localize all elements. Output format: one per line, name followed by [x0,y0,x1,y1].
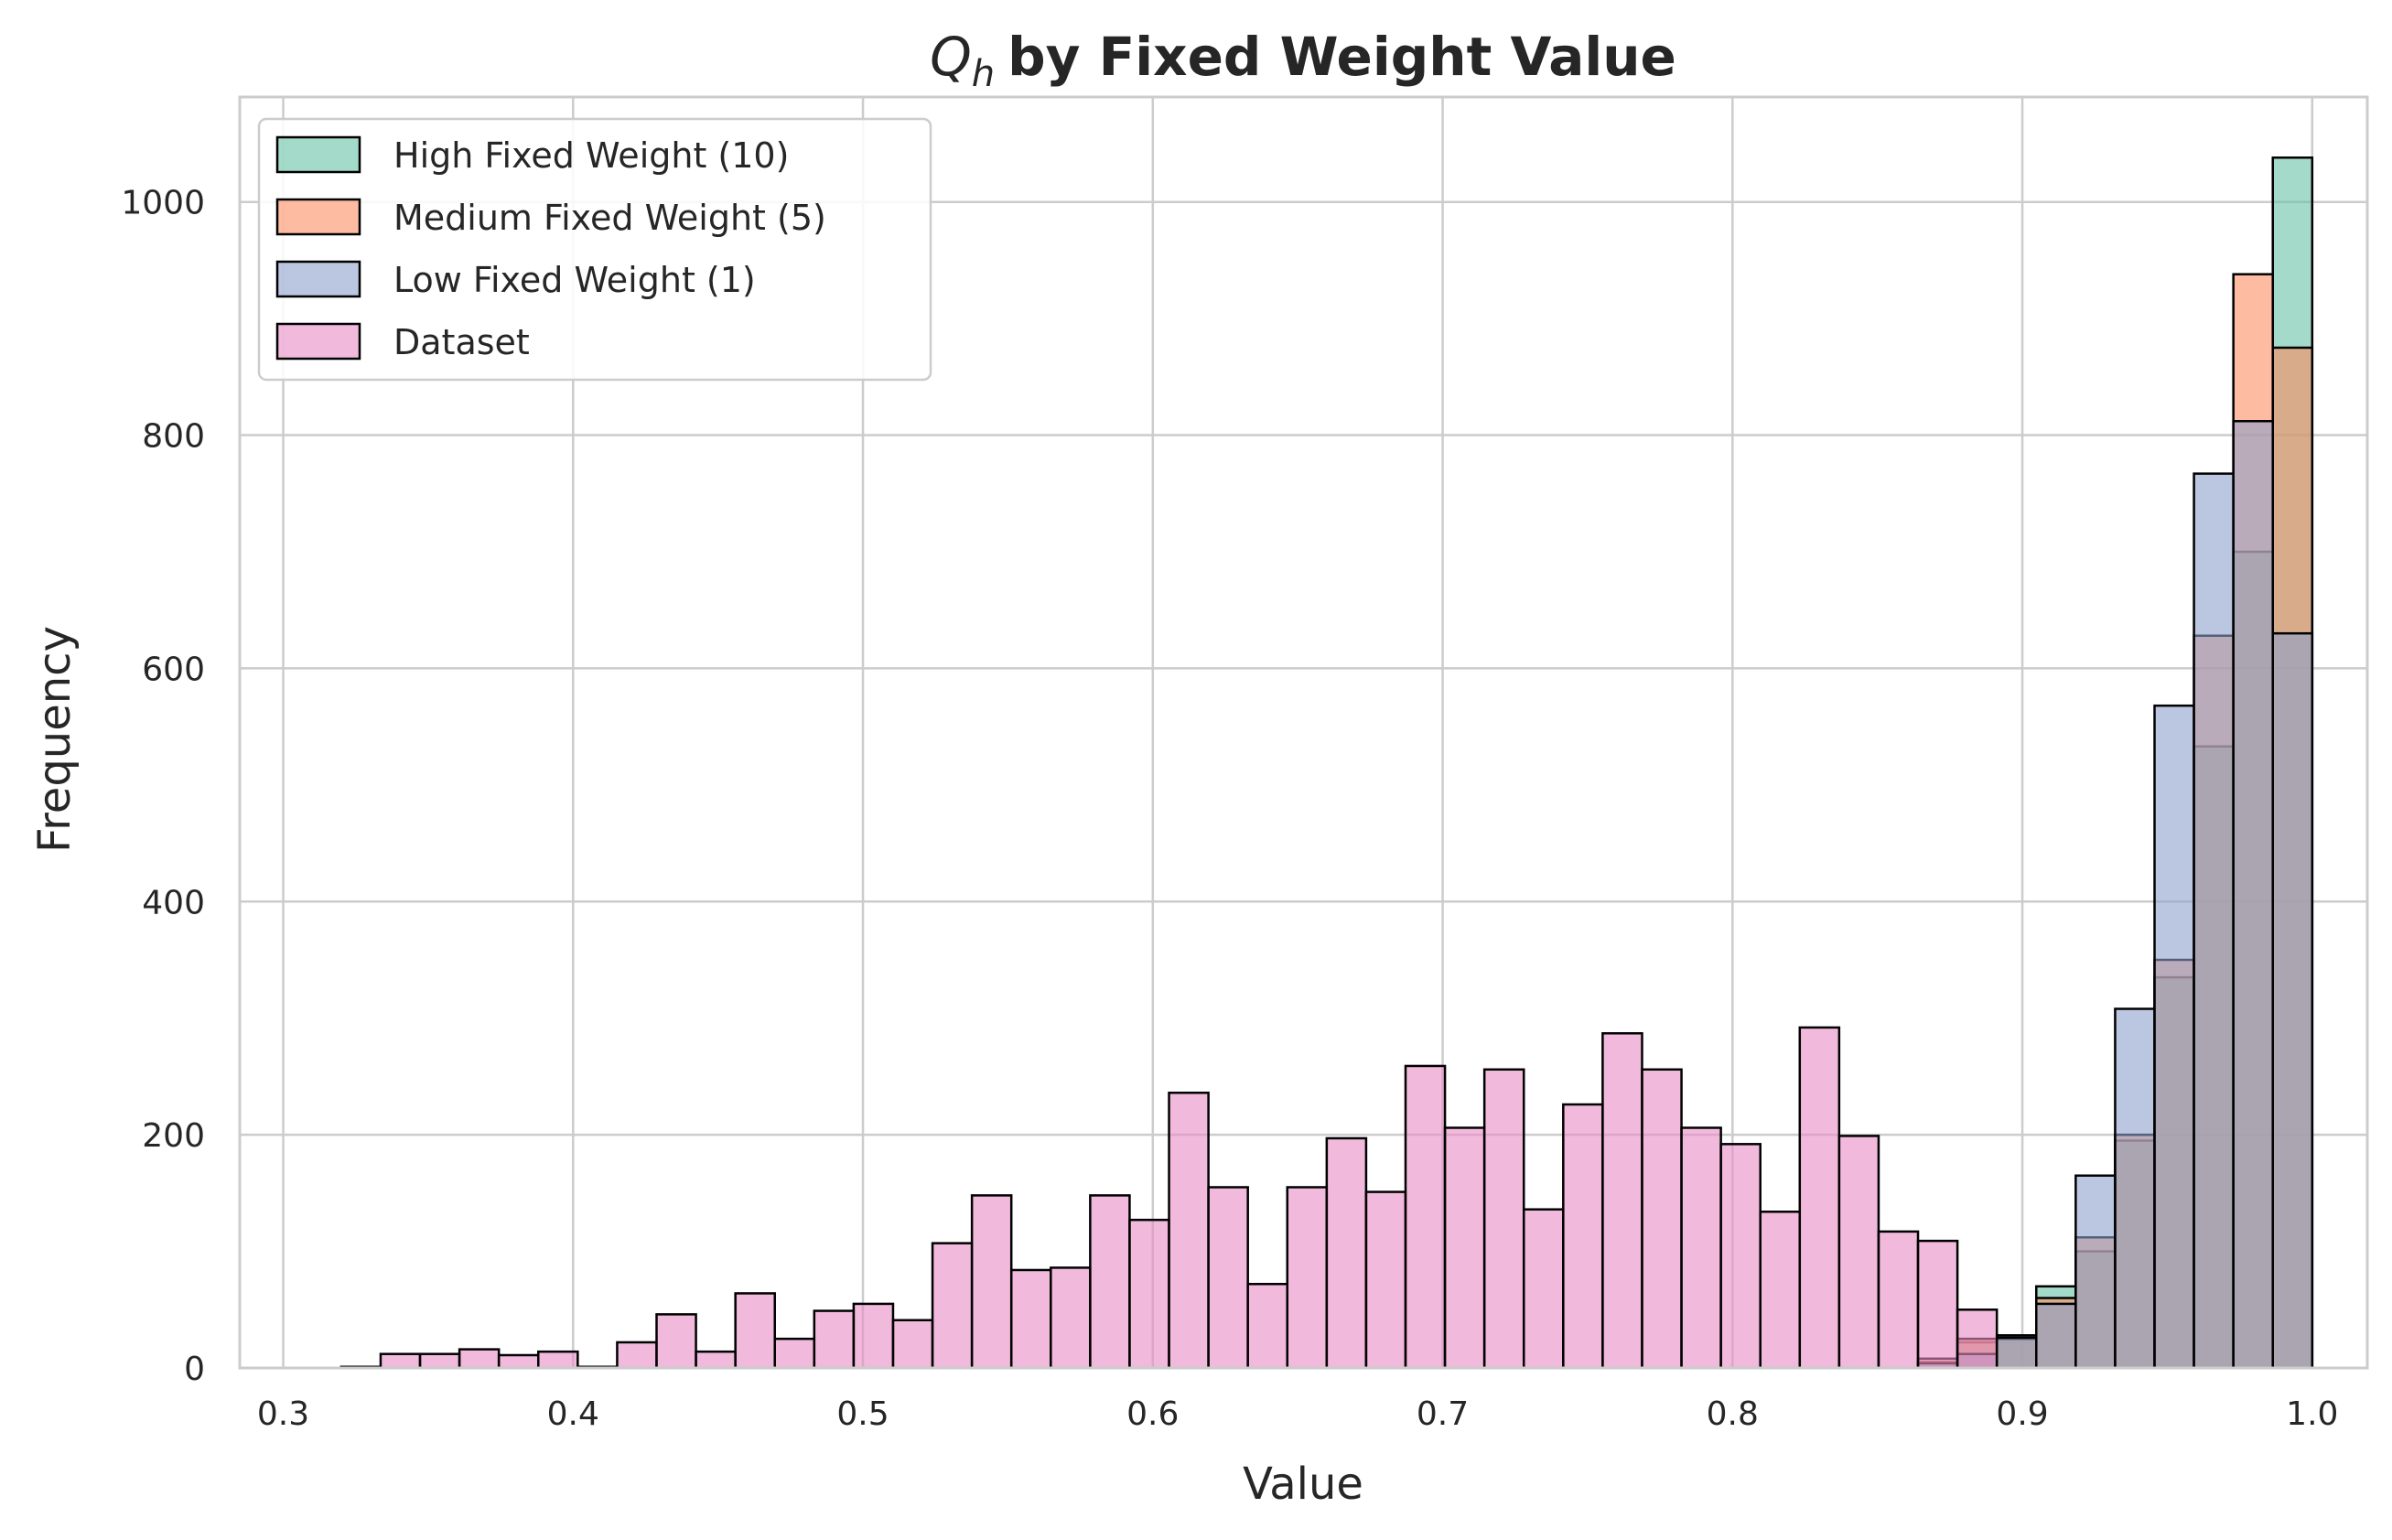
histogram-bars [339,156,2314,1370]
legend-frame [257,117,932,382]
histogram-bar [1837,1135,1880,1370]
x-tick-label: 0.4 [547,1395,599,1433]
histogram-bar [1050,1266,1092,1370]
histogram-bar [1089,1194,1131,1370]
y-tick-label: 800 [142,418,205,456]
histogram-bar [655,1313,697,1370]
histogram-bar [1207,1186,1249,1370]
plot-frame [238,95,2369,1370]
histogram-bar [2193,472,2235,1370]
histogram-bar [1641,1068,1683,1370]
histogram-bar [2153,704,2195,1370]
x-tick-label: 1.0 [2286,1395,2338,1433]
histogram-bar [1364,1190,1407,1370]
histogram-bar [1168,1092,1210,1370]
y-tick-label: 1000 [121,185,205,222]
x-tick-label: 0.5 [836,1395,889,1433]
histogram-bar [1995,1336,2038,1370]
histogram-bar [970,1194,1013,1370]
x-tick-label: 0.8 [1707,1395,1759,1433]
legend-label: Dataset [393,322,530,362]
legend-swatch [275,135,361,174]
y-axis-label: Frequency [29,626,81,853]
histogram-bar [1443,1126,1486,1370]
histogram-bar [734,1292,776,1370]
histogram-bar [852,1302,895,1370]
histogram-bar [2035,1302,2077,1370]
histogram-bar [379,1352,422,1370]
series-3-bars [339,1026,1999,1370]
legend-label: High Fixed Weight (10) [393,135,789,176]
legend: High Fixed Weight (10) Medium Fixed Weigh… [257,117,932,382]
legend-swatch [275,322,361,361]
histogram-bar [1009,1268,1052,1370]
legend-label: Low Fixed Weight (1) [393,260,756,300]
histogram-bar [1404,1064,1447,1370]
y-tick-label: 200 [142,1117,205,1155]
histogram-bar [2232,420,2274,1370]
histogram-bar [1601,1032,1643,1370]
histogram-bar [1956,1308,1999,1370]
histogram-bar [1522,1208,1565,1370]
histogram-bar [1719,1143,1762,1370]
histogram-bar [537,1350,579,1370]
x-axis-label: Value [1243,1459,1363,1510]
histogram-bar [616,1341,658,1370]
title-symbol: Q [930,26,972,88]
histogram-bar [1246,1282,1289,1370]
histogram-bar [695,1350,737,1370]
histogram-bar [1128,1218,1170,1370]
y-axis-ticks: 0 200 400 600 800 1000 [121,185,205,1388]
histogram-bar [1759,1210,1802,1370]
histogram-bar [2271,631,2314,1370]
histogram-bar [1325,1136,1368,1370]
x-tick-label: 0.9 [1996,1395,2048,1433]
histogram-bar [1562,1103,1604,1370]
histogram-bar [891,1319,934,1370]
legend-items: High Fixed Weight (10) Medium Fixed Weigh… [275,135,826,362]
title-subscript: h [972,53,995,95]
histogram-bar [2074,1174,2117,1370]
chart-title: Qh by Fixed Weight Value [930,26,1676,95]
histogram-bar [813,1309,856,1370]
histogram-bar [1916,1239,1959,1370]
histogram-bar [1482,1068,1525,1370]
histogram-bar [458,1348,501,1370]
y-tick-label: 0 [184,1351,205,1388]
legend-label: Medium Fixed Weight (5) [393,198,826,238]
x-tick-label: 0.3 [257,1395,309,1433]
histogram-bar [418,1352,461,1370]
x-axis-ticks: 0.3 0.4 0.5 0.6 0.7 0.8 0.9 1.0 [257,1395,2339,1433]
histogram-bar [1798,1026,1841,1370]
title-text: by Fixed Weight Value [1007,26,1676,88]
histogram-bar [2114,1007,2156,1370]
histogram-bar [931,1242,974,1370]
histogram-bar [773,1337,816,1370]
legend-swatch [275,260,361,298]
x-tick-label: 0.7 [1417,1395,1469,1433]
x-tick-label: 0.6 [1126,1395,1179,1433]
y-tick-label: 400 [142,884,205,921]
histogram-bar [1877,1230,1920,1370]
y-tick-label: 600 [142,651,205,688]
histogram-bar [497,1353,540,1370]
histogram-bar [1286,1186,1329,1370]
legend-swatch [275,198,361,236]
histogram-bar [1680,1126,1722,1370]
